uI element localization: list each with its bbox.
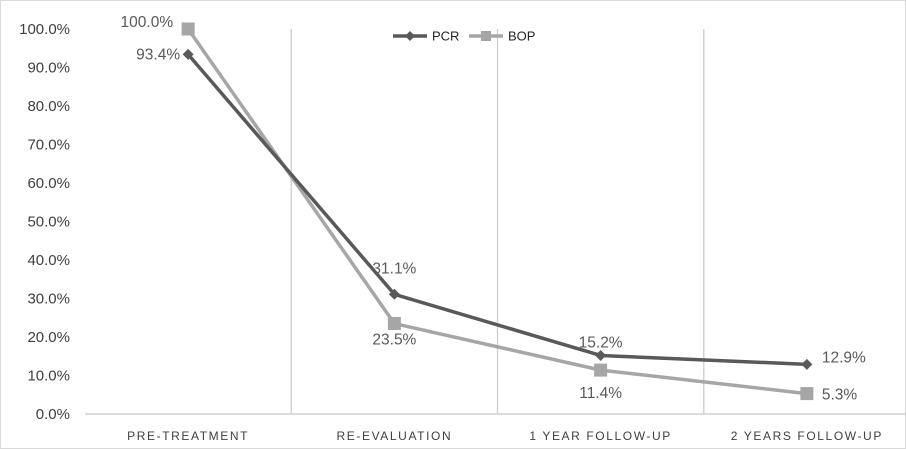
data-label-pcr: 15.2% [579, 334, 623, 351]
y-tick-label: 80.0% [27, 98, 70, 115]
legend-marker-pcr [405, 31, 415, 41]
data-label-pcr: 31.1% [372, 260, 416, 277]
data-label-bop: 100.0% [121, 14, 174, 31]
y-tick-label: 100.0% [19, 21, 70, 38]
y-tick-label: 70.0% [27, 137, 70, 154]
y-tick-label: 0.0% [36, 406, 70, 423]
grid-layer [85, 29, 906, 415]
legend: PCR BOP [393, 29, 535, 44]
data-label-bop: 11.4% [579, 385, 622, 402]
data-label-pcr: 93.4% [136, 46, 180, 63]
data-label-bop: 5.3% [822, 387, 858, 404]
y-tick-label: 90.0% [27, 60, 70, 77]
x-tick-label: RE-EVALUATION [337, 429, 453, 443]
series-line-pcr [186, 53, 807, 367]
point-pcr [182, 48, 194, 60]
y-tick-label: 10.0% [27, 368, 70, 385]
y-tick-label: 60.0% [27, 175, 70, 192]
y-tick-label: 40.0% [27, 252, 70, 269]
y-tick-label: 20.0% [27, 329, 70, 346]
x-axis-ticks: PRE-TREATMENT RE-EVALUATION 1 YEAR FOLLOW-… [127, 429, 883, 443]
series-layer [181, 22, 814, 401]
point-bop [800, 387, 814, 401]
data-labels: 93.4% 31.1% 15.2% 12.9% 100.0% 23.5% 11.4% 5.3% [121, 14, 866, 404]
legend-label-pcr: PCR [432, 29, 459, 44]
x-tick-label: PRE-TREATMENT [127, 429, 249, 443]
point-pcr [595, 349, 607, 361]
legend-marker-bop [481, 31, 491, 41]
y-tick-label: 50.0% [27, 214, 70, 231]
y-tick-label: 30.0% [27, 291, 70, 308]
point-bop [594, 363, 608, 377]
point-pcr [388, 288, 400, 300]
point-bop [387, 317, 401, 331]
point-bop [181, 22, 195, 36]
y-axis-ticks: 0.0% 10.0% 20.0% 30.0% 40.0% 50.0% 60.0% 70.0% 8… [19, 21, 70, 423]
data-label-pcr: 12.9% [822, 349, 866, 366]
x-tick-label: 1 YEAR FOLLOW-UP [529, 429, 672, 443]
point-pcr [801, 358, 813, 370]
x-tick-label: 2 YEARS FOLLOW-UP [731, 429, 883, 443]
legend-label-bop: BOP [508, 29, 535, 44]
data-label-bop: 23.5% [372, 332, 416, 349]
